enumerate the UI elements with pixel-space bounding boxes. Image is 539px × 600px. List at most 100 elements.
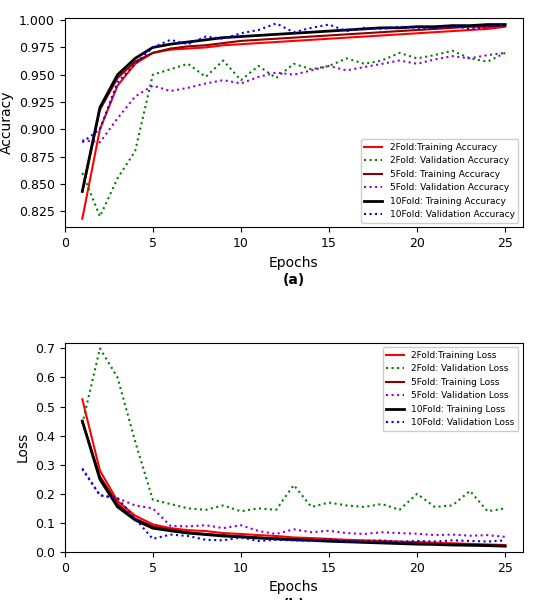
Line: 5Fold: Validation Accuracy: 5Fold: Validation Accuracy — [82, 53, 505, 142]
10Fold: Validation Loss: (21, 0.036): Validation Loss: (21, 0.036) — [432, 538, 438, 545]
10Fold: Training Loss: (13, 0.042): Training Loss: (13, 0.042) — [291, 536, 297, 544]
10Fold: Validation Accuracy: (9, 0.983): Validation Accuracy: (9, 0.983) — [220, 35, 226, 43]
2Fold: Validation Loss: (18, 0.165): Validation Loss: (18, 0.165) — [378, 500, 385, 508]
2Fold:Training Accuracy — [114, 82, 121, 89]
Line: 10Fold: Validation Loss: 10Fold: Validation Loss — [82, 469, 505, 542]
2Fold:Training Loss — [502, 541, 508, 548]
5Fold: Training Accuracy: (2, 0.918): Training Accuracy: (2, 0.918) — [96, 106, 103, 113]
10Fold: Validation Loss: (2, 0.195): Validation Loss: (2, 0.195) — [96, 491, 103, 499]
10Fold: Training Loss: (23, 0.023): Training Loss: (23, 0.023) — [467, 542, 473, 549]
10Fold: Training Loss: (4, 0.11): Training Loss: (4, 0.11) — [132, 517, 139, 524]
Line: 2Fold: Validation Loss: 2Fold: Validation Loss — [82, 349, 505, 511]
2Fold: Validation Accuracy: (6, 0.955): Validation Accuracy: (6, 0.955) — [167, 65, 174, 73]
2Fold:Training Accuracy — [220, 41, 226, 49]
10Fold: Training Accuracy: (3, 0.95): Training Accuracy: (3, 0.95) — [114, 71, 121, 79]
2Fold: Validation Loss: (1, 0.44): Validation Loss: (1, 0.44) — [79, 421, 86, 428]
5Fold: Training Loss: (6, 0.077): Training Loss: (6, 0.077) — [167, 526, 174, 533]
5Fold: Validation Loss: (21, 0.058): Validation Loss: (21, 0.058) — [432, 532, 438, 539]
10Fold: Validation Accuracy: (16, 0.99): Validation Accuracy: (16, 0.99) — [343, 28, 350, 35]
10Fold: Validation Accuracy: (21, 0.992): Validation Accuracy: (21, 0.992) — [432, 25, 438, 32]
Line: 10Fold: Training Loss: 10Fold: Training Loss — [82, 421, 505, 546]
2Fold:Training Loss — [185, 527, 191, 534]
2Fold: Validation Loss: (17, 0.155): Validation Loss: (17, 0.155) — [361, 503, 368, 511]
10Fold: Training Accuracy: (21, 0.994): Training Accuracy: (21, 0.994) — [432, 23, 438, 31]
2Fold: Validation Loss: (9, 0.16): Validation Loss: (9, 0.16) — [220, 502, 226, 509]
5Fold: Validation Loss: (4, 0.16): Validation Loss: (4, 0.16) — [132, 502, 139, 509]
2Fold:Training Accuracy — [273, 38, 279, 46]
5Fold: Training Loss: (13, 0.044): Training Loss: (13, 0.044) — [291, 536, 297, 543]
2Fold: Validation Loss: (5, 0.18): Validation Loss: (5, 0.18) — [149, 496, 156, 503]
2Fold:Training Accuracy — [238, 41, 244, 48]
5Fold: Training Accuracy: (20, 0.991): Training Accuracy: (20, 0.991) — [414, 26, 420, 34]
2Fold:Training Accuracy — [185, 45, 191, 52]
2Fold: Validation Accuracy: (23, 0.965): Validation Accuracy: (23, 0.965) — [467, 55, 473, 62]
10Fold: Training Loss: (20, 0.027): Training Loss: (20, 0.027) — [414, 541, 420, 548]
2Fold:Training Accuracy — [343, 34, 350, 41]
2Fold:Training Loss — [343, 536, 350, 544]
2Fold: Validation Loss: (15, 0.17): Validation Loss: (15, 0.17) — [326, 499, 332, 506]
10Fold: Training Accuracy: (1, 0.843): Training Accuracy: (1, 0.843) — [79, 188, 86, 195]
2Fold: Validation Accuracy: (2, 0.82): Validation Accuracy: (2, 0.82) — [96, 213, 103, 220]
10Fold: Training Loss: (24, 0.022): Training Loss: (24, 0.022) — [485, 542, 491, 549]
5Fold: Validation Accuracy: (4, 0.93): Validation Accuracy: (4, 0.93) — [132, 93, 139, 100]
5Fold: Validation Loss: (24, 0.058): Validation Loss: (24, 0.058) — [485, 532, 491, 539]
5Fold: Training Loss: (23, 0.025): Training Loss: (23, 0.025) — [467, 541, 473, 548]
2Fold: Validation Accuracy: (11, 0.958): Validation Accuracy: (11, 0.958) — [255, 62, 262, 70]
2Fold:Training Accuracy — [502, 23, 508, 31]
5Fold: Training Loss: (18, 0.033): Training Loss: (18, 0.033) — [378, 539, 385, 546]
5Fold: Validation Loss: (23, 0.056): Validation Loss: (23, 0.056) — [467, 532, 473, 539]
10Fold: Validation Loss: (17, 0.038): Validation Loss: (17, 0.038) — [361, 538, 368, 545]
5Fold: Training Loss: (24, 0.023): Training Loss: (24, 0.023) — [485, 542, 491, 549]
5Fold: Training Accuracy: (23, 0.994): Training Accuracy: (23, 0.994) — [467, 23, 473, 31]
2Fold:Training Accuracy — [467, 26, 473, 34]
5Fold: Validation Loss: (2, 0.195): Validation Loss: (2, 0.195) — [96, 491, 103, 499]
2Fold:Training Loss — [326, 535, 332, 542]
2Fold: Validation Accuracy: (9, 0.963): Validation Accuracy: (9, 0.963) — [220, 57, 226, 64]
10Fold: Training Loss: (11, 0.048): Training Loss: (11, 0.048) — [255, 535, 262, 542]
10Fold: Validation Accuracy: (2, 0.9): Validation Accuracy: (2, 0.9) — [96, 125, 103, 133]
2Fold: Validation Loss: (4, 0.38): Validation Loss: (4, 0.38) — [132, 438, 139, 445]
10Fold: Validation Loss: (7, 0.055): Validation Loss: (7, 0.055) — [185, 532, 191, 539]
2Fold:Training Accuracy — [96, 125, 103, 133]
5Fold: Validation Accuracy: (6, 0.935): Validation Accuracy: (6, 0.935) — [167, 88, 174, 95]
10Fold: Training Loss: (6, 0.073): Training Loss: (6, 0.073) — [167, 527, 174, 535]
Line: 10Fold: Validation Accuracy: 10Fold: Validation Accuracy — [82, 23, 505, 142]
5Fold: Validation Accuracy: (10, 0.942): Validation Accuracy: (10, 0.942) — [238, 80, 244, 87]
2Fold: Validation Loss: (8, 0.145): Validation Loss: (8, 0.145) — [203, 506, 209, 514]
2Fold:Training Loss — [220, 529, 226, 536]
10Fold: Training Loss: (17, 0.033): Training Loss: (17, 0.033) — [361, 539, 368, 546]
10Fold: Validation Accuracy: (11, 0.991): Validation Accuracy: (11, 0.991) — [255, 26, 262, 34]
5Fold: Training Accuracy: (16, 0.987): Training Accuracy: (16, 0.987) — [343, 31, 350, 38]
2Fold: Validation Loss: (20, 0.2): Validation Loss: (20, 0.2) — [414, 490, 420, 497]
2Fold: Validation Accuracy: (12, 0.947): Validation Accuracy: (12, 0.947) — [273, 74, 279, 82]
10Fold: Validation Accuracy: (23, 0.992): Validation Accuracy: (23, 0.992) — [467, 25, 473, 32]
2Fold: Validation Loss: (11, 0.15): Validation Loss: (11, 0.15) — [255, 505, 262, 512]
2Fold:Training Loss — [203, 527, 209, 535]
5Fold: Training Accuracy: (11, 0.982): Training Accuracy: (11, 0.982) — [255, 36, 262, 43]
10Fold: Validation Accuracy: (13, 0.989): Validation Accuracy: (13, 0.989) — [291, 29, 297, 36]
2Fold: Validation Accuracy: (21, 0.968): Validation Accuracy: (21, 0.968) — [432, 52, 438, 59]
10Fold: Training Accuracy: (10, 0.985): Training Accuracy: (10, 0.985) — [238, 33, 244, 40]
5Fold: Validation Accuracy: (18, 0.96): Validation Accuracy: (18, 0.96) — [378, 60, 385, 67]
10Fold: Training Accuracy: (19, 0.993): Training Accuracy: (19, 0.993) — [396, 24, 403, 31]
10Fold: Training Accuracy: (12, 0.987): Training Accuracy: (12, 0.987) — [273, 31, 279, 38]
10Fold: Training Accuracy: (6, 0.978): Training Accuracy: (6, 0.978) — [167, 41, 174, 48]
Text: (b): (b) — [282, 598, 305, 600]
5Fold: Training Accuracy: (3, 0.947): Training Accuracy: (3, 0.947) — [114, 74, 121, 82]
5Fold: Training Loss: (1, 0.45): Training Loss: (1, 0.45) — [79, 418, 86, 425]
2Fold:Training Accuracy — [167, 46, 174, 53]
2Fold: Validation Accuracy: (19, 0.97): Validation Accuracy: (19, 0.97) — [396, 49, 403, 56]
5Fold: Training Loss: (20, 0.029): Training Loss: (20, 0.029) — [414, 540, 420, 547]
2Fold: Validation Accuracy: (22, 0.972): Validation Accuracy: (22, 0.972) — [449, 47, 455, 55]
10Fold: Training Loss: (5, 0.082): Training Loss: (5, 0.082) — [149, 524, 156, 532]
2Fold:Training Accuracy — [79, 215, 86, 222]
10Fold: Training Accuracy: (18, 0.993): Training Accuracy: (18, 0.993) — [378, 24, 385, 31]
10Fold: Training Accuracy: (16, 0.991): Training Accuracy: (16, 0.991) — [343, 26, 350, 34]
10Fold: Validation Loss: (22, 0.04): Validation Loss: (22, 0.04) — [449, 537, 455, 544]
2Fold:Training Loss — [414, 539, 420, 546]
X-axis label: Epochs: Epochs — [269, 580, 319, 594]
10Fold: Validation Accuracy: (19, 0.994): Validation Accuracy: (19, 0.994) — [396, 23, 403, 31]
5Fold: Training Loss: (25, 0.022): Training Loss: (25, 0.022) — [502, 542, 508, 549]
5Fold: Training Loss: (16, 0.037): Training Loss: (16, 0.037) — [343, 538, 350, 545]
5Fold: Validation Loss: (14, 0.068): Validation Loss: (14, 0.068) — [308, 529, 315, 536]
